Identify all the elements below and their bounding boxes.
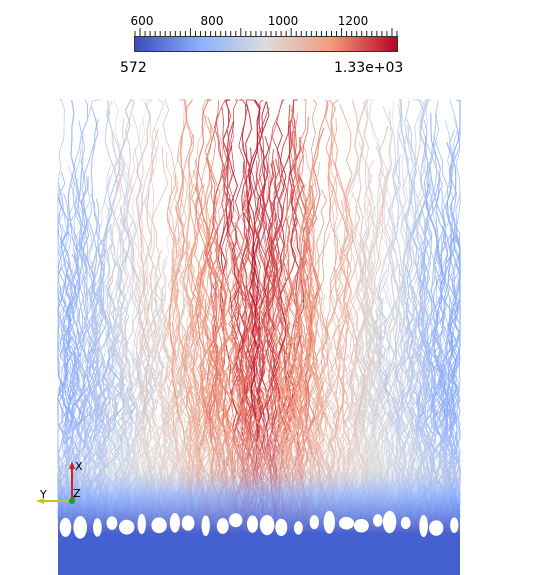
bottom-blob xyxy=(450,517,459,533)
bottom-blob xyxy=(73,516,87,539)
bottom-blob xyxy=(400,516,411,530)
colorbar-tick-label: 600 xyxy=(130,14,154,28)
bottom-blob xyxy=(247,515,258,533)
bottom-blob xyxy=(429,520,444,536)
y-axis-label: Y xyxy=(39,488,47,501)
bottom-blue-region xyxy=(58,533,460,575)
streamline-render: X Y Z xyxy=(36,95,461,575)
bottom-blob xyxy=(137,513,146,535)
bottom-blob xyxy=(354,518,369,533)
bottom-blob xyxy=(323,510,335,534)
y-axis-arrow xyxy=(36,498,44,504)
bottom-blob xyxy=(151,517,167,534)
colorbar-gradient xyxy=(134,36,398,52)
bottom-blob xyxy=(93,518,102,537)
bottom-blob xyxy=(373,514,383,527)
colorbar-legend: 600 800 1000 1200 572 1.33e+03 xyxy=(0,0,539,90)
bottom-blob xyxy=(275,518,288,537)
bottom-blob xyxy=(169,513,180,533)
bottom-blob xyxy=(382,510,397,534)
bottom-blob xyxy=(181,515,195,531)
bottom-blob xyxy=(419,514,428,538)
bottom-blob xyxy=(229,513,243,528)
x-axis-arrow xyxy=(69,461,75,469)
bottom-blob xyxy=(201,515,210,536)
colorbar-tick-label: 800 xyxy=(200,14,224,28)
bottom-blob xyxy=(309,515,319,530)
z-axis-label: Z xyxy=(73,487,81,500)
bottom-blobs xyxy=(59,510,459,539)
colorbar-ticks xyxy=(134,28,398,36)
bottom-blob xyxy=(59,517,72,537)
bottom-blob xyxy=(293,521,303,535)
orientation-axes: X Y Z xyxy=(36,460,83,504)
colorbar-min-label: 572 xyxy=(120,60,147,76)
colorbar-tick-label: 1200 xyxy=(337,14,369,28)
colorbar-max-label: 1.33e+03 xyxy=(334,60,404,76)
bottom-blob xyxy=(106,516,118,530)
bottom-blob xyxy=(259,515,275,536)
bottom-blob xyxy=(338,516,355,530)
colorbar-tick-label: 1000 xyxy=(267,14,299,28)
x-axis-label: X xyxy=(75,460,83,473)
bottom-fade xyxy=(58,95,460,540)
bottom-blob xyxy=(119,519,135,535)
streamlines-group xyxy=(57,95,461,540)
axis-origin xyxy=(69,498,75,504)
bottom-blob xyxy=(216,518,229,534)
